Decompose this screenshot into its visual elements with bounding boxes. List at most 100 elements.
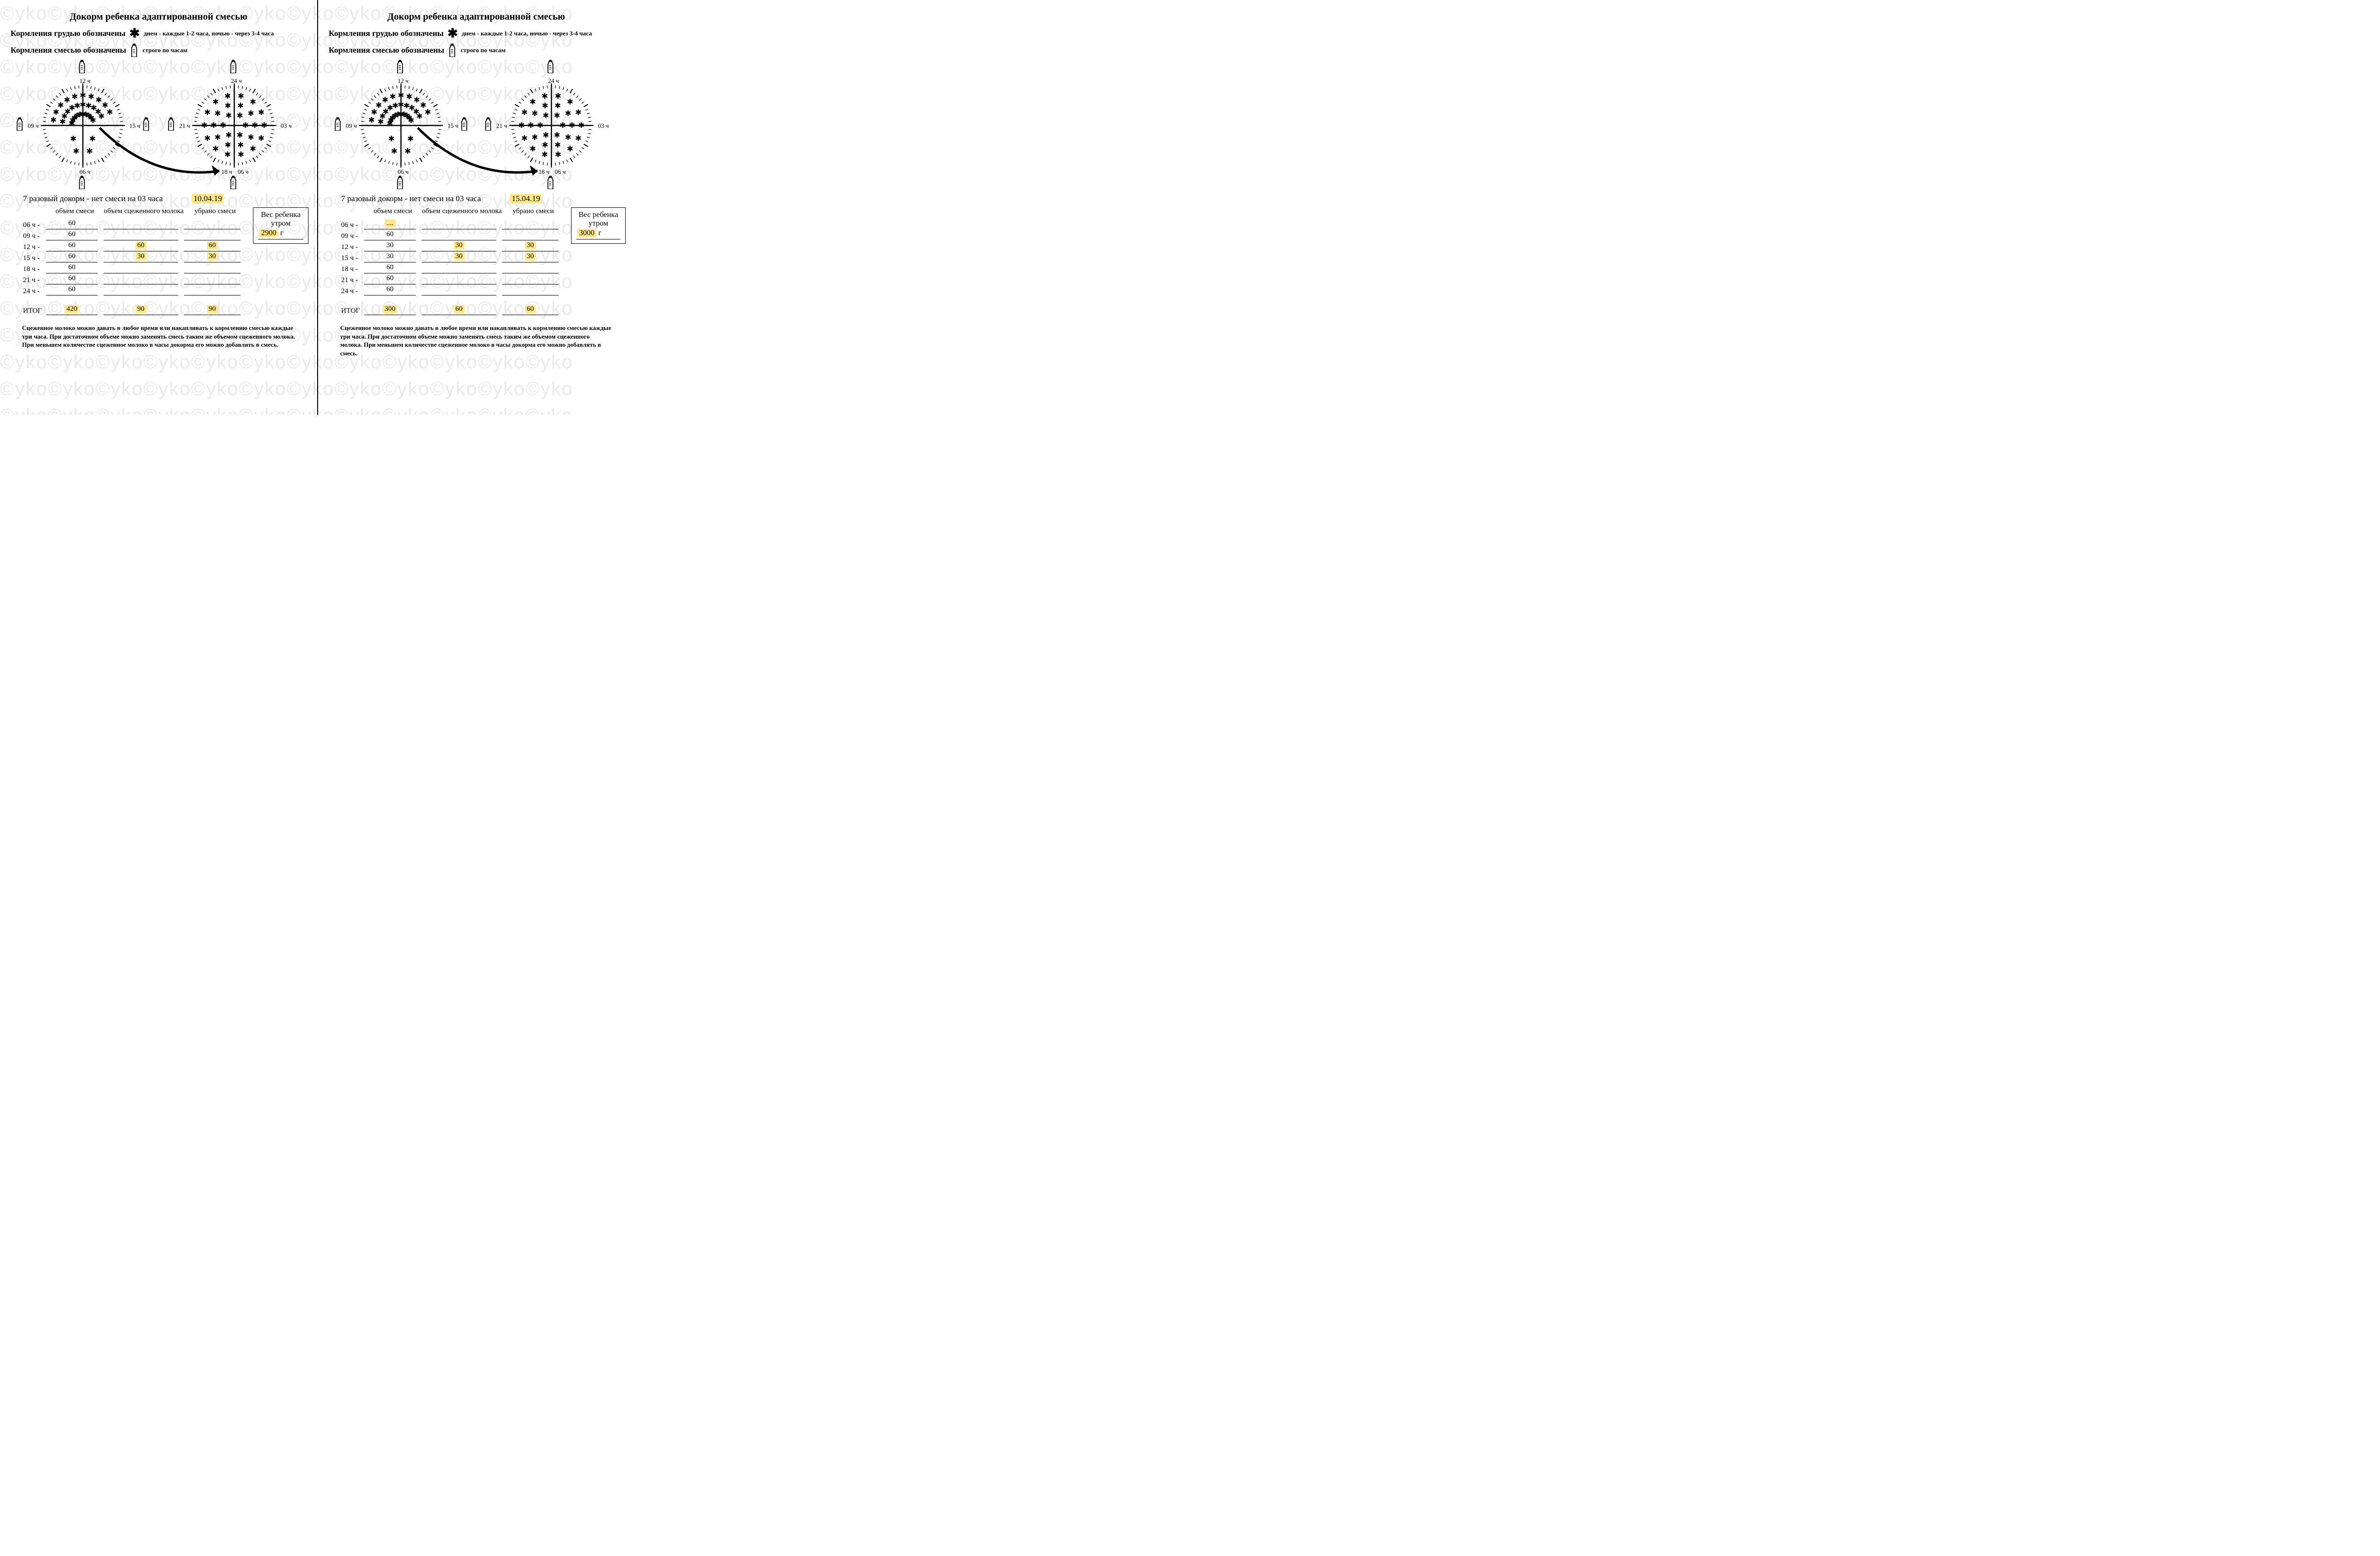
row-time: 24 ч - (341, 287, 364, 295)
legend-formula: Кормления смесью обозначены строго по ча… (11, 44, 309, 57)
svg-text:✱: ✱ (71, 93, 78, 101)
table-total-row: ИТОГ 300 60 60 (341, 304, 564, 315)
svg-text:✱: ✱ (258, 135, 264, 143)
cell-a: 60 (364, 274, 416, 284)
svg-text:✱: ✱ (242, 122, 249, 130)
cell-c (184, 219, 240, 229)
cell-c (502, 285, 559, 295)
cell-a: 30 (364, 252, 416, 262)
svg-text:✱: ✱ (238, 141, 244, 149)
svg-text:✱: ✱ (554, 131, 560, 139)
cell-c (184, 263, 240, 273)
cell-c (184, 274, 240, 284)
svg-text:✱: ✱ (541, 92, 548, 101)
clock-label-bottom: 06 ч (80, 168, 91, 176)
svg-text:✱: ✱ (368, 116, 375, 125)
cell-a: 60 (46, 263, 98, 273)
row-time: 18 ч - (23, 265, 46, 273)
table-row: 15 ч - 60 30 30 (23, 251, 246, 262)
svg-text:✱: ✱ (70, 135, 76, 143)
svg-text:✱: ✱ (391, 148, 397, 156)
clock-label-br: 06 ч (238, 168, 249, 176)
svg-text:✱: ✱ (376, 102, 382, 110)
cell-c: 30 (502, 241, 559, 251)
svg-text:✱: ✱ (258, 109, 264, 117)
cell-c (184, 230, 240, 240)
cell-a: 60 (46, 230, 98, 240)
legend-breast-label: Кормления грудью обозначены (11, 29, 126, 38)
svg-text:✱: ✱ (238, 102, 244, 110)
regime-row: 7 разовый докорм - нет смеси на 03 часа … (341, 194, 626, 204)
clock-label-bottom: 06 ч (398, 168, 409, 176)
cell-b (103, 263, 178, 273)
svg-text:✱: ✱ (86, 148, 92, 156)
svg-text:✱: ✱ (388, 135, 394, 143)
regime-date: 10.04.19 (192, 194, 224, 204)
svg-text:✱: ✱ (560, 122, 566, 130)
row-time: 06 ч - (23, 221, 46, 229)
col-header-b: объем сцеженного молока (103, 207, 184, 216)
cell-c: 30 (502, 252, 559, 262)
svg-text:✱: ✱ (106, 109, 113, 117)
bottle-icon (396, 60, 404, 73)
svg-text:✱: ✱ (567, 98, 573, 106)
cell-b (422, 230, 496, 240)
cell-c (502, 230, 559, 240)
footnote: Сцеженное молоко можно давать в любое вр… (340, 324, 612, 357)
bottle-icon (448, 44, 457, 57)
cell-c (502, 219, 559, 229)
table-row: 18 ч - 60 (341, 262, 564, 273)
svg-text:✱: ✱ (224, 92, 230, 101)
svg-text:✱: ✱ (250, 98, 256, 106)
panel-right: Докорм ребенка адаптированной смесью Кор… (317, 0, 634, 415)
cell-b (422, 263, 496, 273)
clock-label-right: 03 ч (281, 122, 292, 130)
bottle-icon-top (546, 60, 555, 76)
bottle-icon (15, 117, 24, 131)
cell-a: 60 (364, 263, 416, 273)
weight-title2: утром (258, 219, 303, 228)
bottle-icon-bottom (229, 176, 238, 192)
page-title: Докорм ребенка адаптированной смесью (9, 11, 309, 23)
legend-formula: Кормления смесью обозначены строго по ча… (329, 44, 626, 57)
total-label: ИТОГ (341, 307, 364, 315)
table-row: 24 ч - 60 (341, 284, 564, 295)
cell-a: 60 (46, 241, 98, 251)
regime-row: 7 разовый докорм - нет смеси на 03 часа … (23, 194, 309, 204)
clock-label-top: 12 ч (80, 77, 91, 85)
table-total-row: ИТОГ 420 90 90 (23, 304, 246, 315)
svg-text:✱: ✱ (521, 109, 527, 117)
cell-a: 60 (364, 230, 416, 240)
svg-text:✱: ✱ (424, 109, 431, 117)
bottle-icon (130, 44, 138, 57)
svg-text:✱: ✱ (237, 131, 243, 139)
row-time: 06 ч - (341, 221, 364, 229)
cell-a: 30 (364, 241, 416, 251)
cell-b (103, 230, 178, 240)
row-time: 09 ч - (341, 232, 364, 240)
cell-b: 30 (103, 252, 178, 262)
svg-text:✱: ✱ (382, 96, 388, 104)
footnote: Сцеженное молоко можно давать в любое вр… (22, 324, 295, 349)
svg-text:✱: ✱ (50, 116, 57, 125)
cell-b (103, 285, 178, 295)
svg-text:✱: ✱ (250, 145, 256, 153)
svg-text:✱: ✱ (204, 109, 210, 117)
table-row: 06 ч - .... (341, 218, 564, 229)
cell-a: .... (364, 219, 416, 229)
svg-text:✱: ✱ (575, 135, 582, 143)
bottle-icon-top (78, 60, 86, 76)
total-a: 420 (46, 305, 98, 315)
bottle-icon-top (396, 60, 404, 76)
svg-text:✱: ✱ (88, 93, 94, 101)
total-b: 60 (422, 305, 496, 315)
total-a: 300 (364, 305, 416, 315)
legend-formula-label: Кормления смесью обозначены (11, 45, 126, 55)
cell-a: 60 (46, 274, 98, 284)
svg-text:✱: ✱ (238, 92, 244, 101)
legend-breast: Кормления грудью обозначены ✱ днем - каж… (329, 27, 626, 40)
svg-text:✱: ✱ (80, 92, 86, 100)
row-time: 12 ч - (23, 243, 46, 251)
table-row: 12 ч - 60 60 60 (23, 240, 246, 251)
row-time: 09 ч - (23, 232, 46, 240)
